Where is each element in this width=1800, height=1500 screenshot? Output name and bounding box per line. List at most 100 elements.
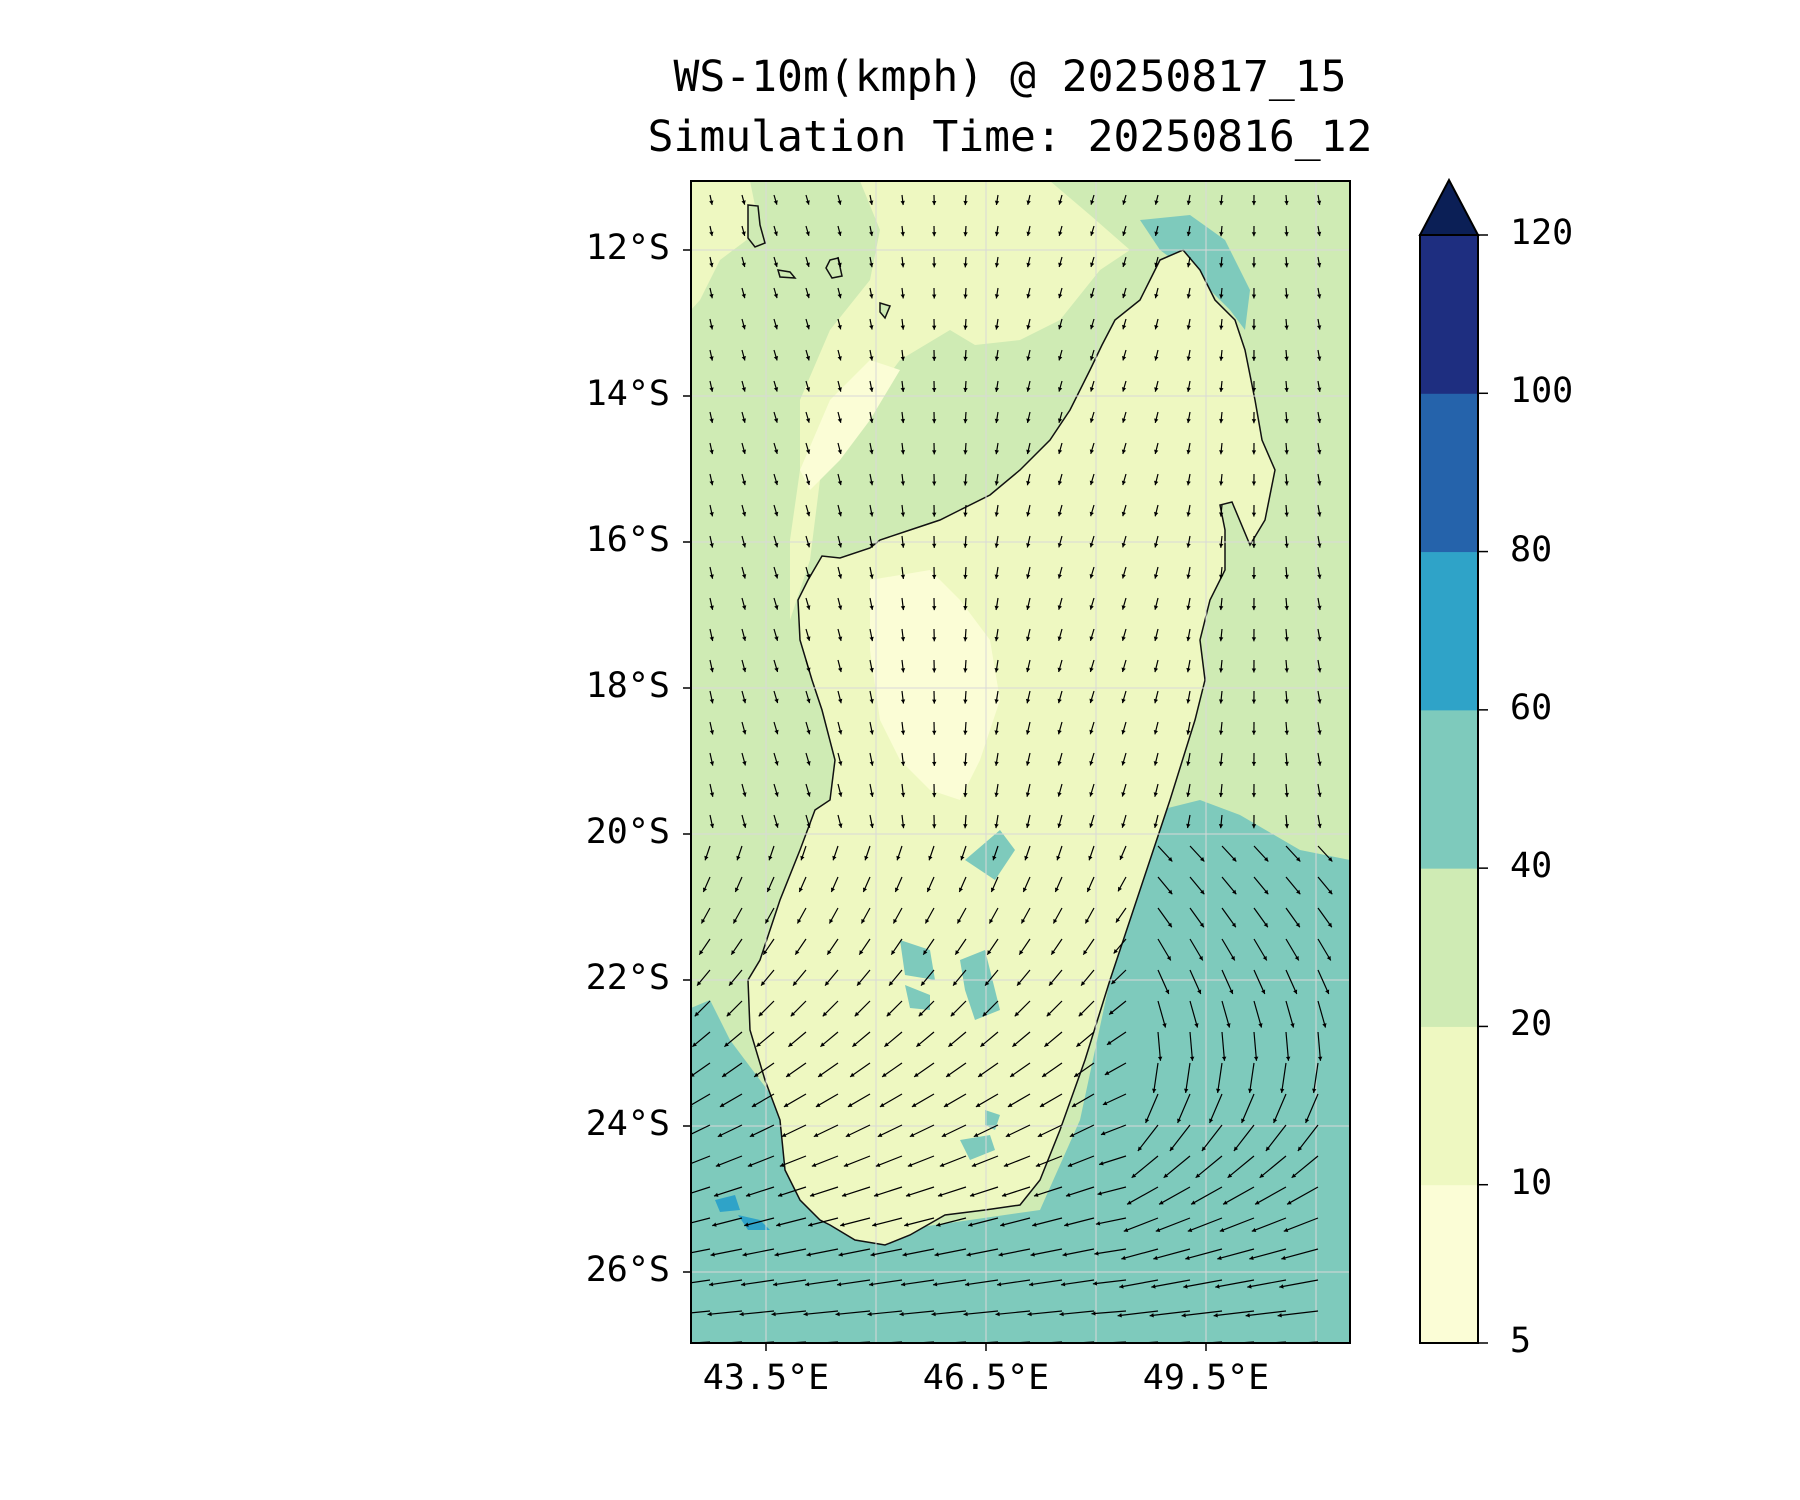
wind-arrowhead <box>1064 1222 1069 1227</box>
wind-arrowhead <box>741 293 746 299</box>
wind-arrowhead <box>973 1132 979 1137</box>
wind-arrowhead <box>900 574 906 579</box>
wind-arrowhead <box>829 918 834 924</box>
wind-arrowhead <box>847 1102 853 1107</box>
colorbar-frame <box>1419 234 1479 1344</box>
wind-arrowhead <box>1186 387 1191 392</box>
wind-arrowhead <box>1251 668 1257 673</box>
wind-arrow <box>1273 1093 1287 1124</box>
wind-arrowhead <box>1057 418 1063 423</box>
wind-arrowhead <box>682 1193 686 1197</box>
map-title: WS-10m(kmph) @ 20250817_15 <box>673 52 1347 102</box>
wind-arrowhead <box>900 792 906 798</box>
wind-arrowhead <box>1251 730 1257 735</box>
wind-arrowhead <box>709 730 715 735</box>
wind-arrowhead <box>1121 542 1126 548</box>
wind-arrowhead <box>916 1042 921 1047</box>
wind-arrowhead <box>1090 293 1095 299</box>
wind-arrowhead <box>1095 1221 1101 1226</box>
wind-arrowhead <box>1127 1200 1132 1205</box>
wind-arrowhead <box>990 887 996 892</box>
wind-arrowhead <box>1186 200 1192 205</box>
wind-arrowhead <box>1191 1200 1196 1205</box>
wind-arrow <box>712 1217 743 1227</box>
wind-arrowhead <box>1218 668 1224 673</box>
wind-arrowhead <box>733 918 738 924</box>
wind-arrowhead <box>838 1252 843 1257</box>
wind-arrow <box>904 1217 935 1227</box>
wind-arrowhead <box>749 1132 755 1137</box>
wind-arrowhead <box>1317 699 1322 704</box>
wind-arrowhead <box>1297 1146 1303 1151</box>
wind-arrowhead <box>864 855 869 861</box>
wind-arrow <box>1009 1062 1031 1078</box>
wind-arrow <box>870 1248 903 1256</box>
wind-arrowhead <box>1317 730 1322 735</box>
wind-arrow <box>1071 1093 1095 1108</box>
wind-arrowhead <box>1153 761 1158 766</box>
wind-arrowhead <box>1284 325 1289 330</box>
wind-arrowhead <box>1247 1284 1252 1289</box>
wind-arrowhead <box>1005 1132 1011 1137</box>
wind-arrowhead <box>869 200 874 205</box>
wind-arrow <box>966 1248 999 1256</box>
wind-arrowhead <box>1231 922 1236 928</box>
wind-arrow <box>742 1248 775 1256</box>
wind-arrowhead <box>837 293 842 299</box>
wind-arrow <box>1117 1310 1159 1317</box>
wind-arrow <box>1291 1155 1319 1179</box>
wind-arrow <box>1189 1031 1194 1061</box>
wind-arrowhead <box>1251 450 1257 455</box>
wind-arrowhead <box>1251 512 1257 517</box>
wind-arrowhead <box>1232 889 1237 895</box>
wind-arrow <box>900 1279 935 1286</box>
wind-arrowhead <box>950 1011 956 1017</box>
wind-arrowhead <box>963 1311 968 1317</box>
wind-arrowhead <box>1322 1023 1327 1028</box>
wind-arrow <box>1041 1062 1063 1078</box>
wind-arrowhead <box>1089 574 1094 579</box>
wind-arrowhead <box>837 200 842 205</box>
lat-label: 26°S <box>585 1250 670 1290</box>
wind-arrowhead <box>869 262 874 268</box>
wind-arrowhead <box>1090 200 1095 205</box>
wind-arrowhead <box>1153 574 1159 579</box>
wind-arrowhead <box>1284 730 1289 735</box>
wind-arrowhead <box>896 855 901 861</box>
wind-arrowhead <box>1255 1200 1260 1205</box>
wind-arrowhead <box>994 481 999 486</box>
wind-arrowhead <box>923 950 928 955</box>
wind-arrowhead <box>963 543 968 548</box>
wind-arrowhead <box>709 325 714 330</box>
wind-arrowhead <box>722 1072 727 1077</box>
wind-arrowhead <box>992 855 997 861</box>
wind-arrow <box>1035 1155 1063 1167</box>
wind-arrowhead <box>1121 760 1126 766</box>
wind-arrowhead <box>838 761 843 766</box>
wind-arrowhead <box>1153 636 1159 641</box>
wind-arrowhead <box>994 262 1000 268</box>
wind-arrowhead <box>1026 262 1031 268</box>
wind-arrowhead <box>1089 823 1094 828</box>
wind-arrowhead <box>795 950 800 955</box>
wind-arrowhead <box>1026 356 1031 361</box>
wind-arrowhead <box>709 823 715 828</box>
colorbar-label: 60 <box>1510 687 1553 728</box>
wind-arrowhead <box>900 356 905 361</box>
wind-arrowhead <box>1280 1088 1285 1093</box>
wind-arrowhead <box>1100 1131 1106 1136</box>
wind-arrowhead <box>741 231 746 236</box>
wind-arrowhead <box>680 1223 684 1227</box>
wind-arrowhead <box>1089 542 1094 548</box>
wind-arrow <box>943 1093 967 1108</box>
wind-arrowhead <box>886 1011 892 1017</box>
colorbar-label: 10 <box>1510 1162 1553 1203</box>
colorbar-bin <box>1420 709 1478 869</box>
wind-arrowhead <box>963 574 968 579</box>
wind-arrowhead <box>931 294 937 299</box>
colorbar-label: 120 <box>1510 213 1574 253</box>
wind-arrowhead <box>744 1222 749 1227</box>
wind-arrow <box>717 1124 743 1138</box>
wind-arrow <box>1001 1186 1031 1197</box>
wind-arrowhead <box>980 1042 985 1047</box>
